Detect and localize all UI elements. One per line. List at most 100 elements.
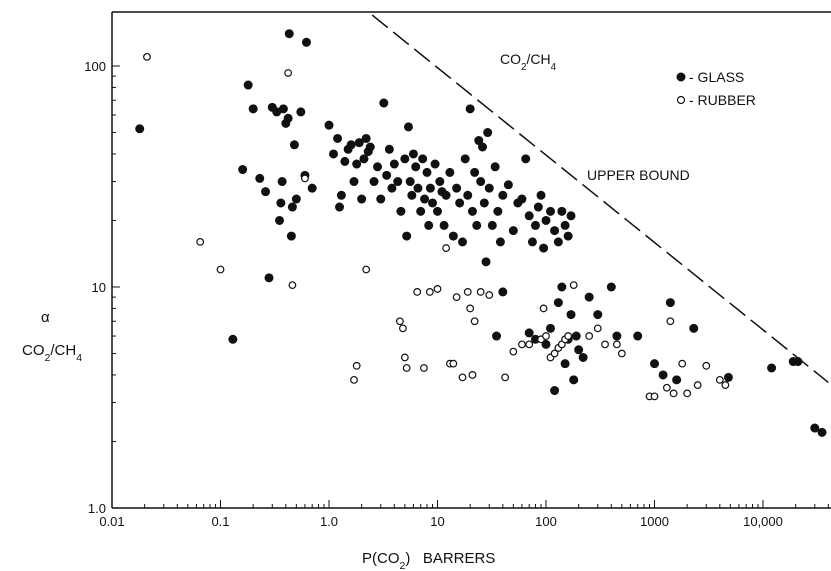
upper-bound-line-group bbox=[371, 14, 829, 384]
glass-point bbox=[524, 328, 534, 338]
glass-point bbox=[359, 154, 369, 164]
glass-point bbox=[517, 194, 527, 204]
rubber-point bbox=[395, 317, 404, 326]
glass-point bbox=[416, 206, 426, 216]
glass-point bbox=[275, 215, 285, 225]
glass-point bbox=[563, 231, 573, 241]
glass-point bbox=[553, 298, 563, 308]
glass-point bbox=[566, 211, 576, 221]
glass-point bbox=[569, 375, 579, 385]
rubber-point bbox=[476, 288, 485, 296]
glass-point bbox=[793, 357, 803, 367]
rubber-point bbox=[666, 317, 675, 326]
glass-point bbox=[541, 215, 551, 225]
glass-point bbox=[405, 177, 415, 187]
rubber-point bbox=[449, 359, 458, 368]
glass-point bbox=[307, 183, 317, 193]
y-tick-label: 1.0 bbox=[88, 501, 106, 516]
rubber-point bbox=[301, 174, 309, 183]
rubber-point bbox=[485, 291, 494, 299]
legend-label-glass: - GLASS bbox=[689, 69, 744, 85]
glass-point bbox=[296, 107, 306, 117]
glass-point bbox=[665, 298, 675, 308]
y-tick-label: 10 bbox=[92, 280, 106, 295]
glass-point bbox=[403, 122, 413, 132]
glass-point bbox=[478, 142, 488, 152]
glass-point bbox=[387, 183, 397, 193]
glass-point bbox=[530, 220, 540, 230]
y-tick-label: 100 bbox=[84, 59, 106, 74]
glass-point bbox=[289, 140, 299, 150]
rubber-point bbox=[669, 389, 678, 398]
rubber-point bbox=[683, 389, 692, 398]
glass-point bbox=[445, 167, 455, 177]
rubber-point bbox=[593, 324, 602, 333]
x-tick-label: 1000 bbox=[640, 514, 669, 529]
rubber-point bbox=[402, 364, 411, 372]
glass-point bbox=[382, 170, 392, 180]
glass-point bbox=[593, 310, 603, 320]
glass-point bbox=[361, 133, 371, 143]
rubber-point bbox=[143, 52, 151, 61]
glass-point bbox=[354, 138, 364, 148]
rubber-point bbox=[509, 347, 518, 356]
glass-point bbox=[287, 202, 297, 212]
y-axis-label: CO2/CH4 bbox=[22, 342, 82, 364]
glass-point bbox=[346, 140, 356, 150]
glass-point bbox=[243, 80, 253, 90]
glass-point bbox=[228, 334, 238, 344]
rubber-point bbox=[468, 371, 477, 379]
glass-point bbox=[553, 237, 563, 247]
glass-point bbox=[435, 177, 445, 187]
glass-point bbox=[810, 423, 820, 433]
y-axis-label-alpha: α bbox=[41, 309, 50, 326]
glass-point bbox=[248, 104, 258, 114]
glass-point bbox=[498, 190, 508, 200]
rubber-point bbox=[420, 364, 428, 372]
rubber-point bbox=[678, 359, 687, 368]
rubber-point bbox=[617, 349, 626, 358]
rubber-point bbox=[425, 288, 434, 296]
glass-point bbox=[379, 98, 389, 108]
glass-point bbox=[658, 370, 668, 380]
glass-point bbox=[420, 194, 430, 204]
glass-point bbox=[483, 128, 493, 138]
glass-point bbox=[418, 154, 428, 164]
glass-point bbox=[284, 29, 294, 39]
x-tick-label: 0.1 bbox=[211, 514, 229, 529]
glass-point bbox=[340, 156, 350, 166]
glass-point bbox=[324, 120, 334, 130]
glass-point bbox=[481, 257, 491, 267]
data-points bbox=[135, 29, 827, 437]
glass-point bbox=[441, 190, 451, 200]
x-tick-label: 10,000 bbox=[743, 514, 783, 529]
x-tick-label: 10 bbox=[430, 514, 444, 529]
upper-bound-line bbox=[371, 14, 829, 384]
glass-point bbox=[476, 177, 486, 187]
rubber-point bbox=[612, 340, 621, 349]
glass-point bbox=[767, 363, 777, 373]
glass-point bbox=[424, 220, 434, 230]
glass-point bbox=[465, 104, 475, 114]
glass-point bbox=[333, 133, 343, 143]
glass-point bbox=[460, 154, 470, 164]
glass-point bbox=[633, 331, 643, 341]
glass-point bbox=[545, 206, 555, 216]
rubber-point bbox=[288, 281, 297, 289]
glass-point bbox=[606, 282, 616, 292]
glass-point bbox=[328, 149, 338, 159]
rubber-point bbox=[413, 288, 422, 296]
rubber-point bbox=[550, 349, 559, 358]
rubber-point bbox=[352, 361, 361, 370]
glass-point bbox=[439, 220, 449, 230]
glass-point bbox=[352, 159, 362, 169]
glass-point bbox=[433, 206, 442, 216]
x-axis-label: P(CO2) BARRERS bbox=[362, 550, 495, 571]
glass-point bbox=[539, 243, 549, 253]
legend: - GLASS - RUBBER bbox=[676, 69, 756, 108]
rubber-point bbox=[442, 244, 450, 252]
glass-point bbox=[550, 226, 560, 236]
glass-point bbox=[574, 345, 584, 355]
glass-point bbox=[689, 323, 699, 333]
